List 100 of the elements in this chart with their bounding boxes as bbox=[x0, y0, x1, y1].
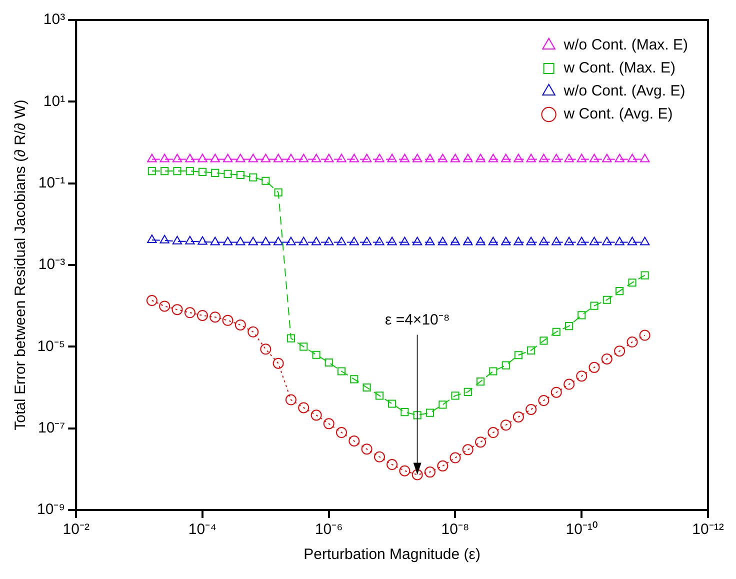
point bbox=[300, 342, 308, 351]
point bbox=[159, 300, 170, 312]
point bbox=[196, 310, 208, 321]
point bbox=[198, 236, 208, 245]
point bbox=[640, 154, 650, 162]
point bbox=[412, 469, 423, 480]
point bbox=[602, 296, 611, 304]
point bbox=[324, 154, 334, 162]
point bbox=[602, 236, 612, 246]
x-tick-label: 10⁻² bbox=[62, 521, 90, 538]
point bbox=[514, 236, 524, 246]
point bbox=[424, 466, 436, 478]
point bbox=[160, 234, 170, 244]
point bbox=[412, 236, 422, 246]
point bbox=[450, 452, 461, 464]
point bbox=[198, 168, 207, 176]
point bbox=[602, 154, 612, 162]
point bbox=[310, 410, 322, 421]
point bbox=[589, 236, 600, 246]
y-axis-title: Total Error between Residual Jacobians (∂ R/∂ W) bbox=[12, 100, 30, 430]
point bbox=[222, 236, 233, 246]
point bbox=[526, 236, 536, 246]
point bbox=[350, 375, 358, 384]
point bbox=[248, 236, 258, 246]
point bbox=[336, 236, 346, 246]
legend-label: w/o Cont. (Avg. E) bbox=[562, 82, 686, 100]
point bbox=[387, 236, 397, 246]
point bbox=[616, 287, 624, 296]
point bbox=[172, 304, 183, 316]
point bbox=[413, 411, 422, 420]
point bbox=[576, 370, 588, 382]
point bbox=[273, 236, 284, 246]
point bbox=[374, 451, 385, 462]
point bbox=[640, 236, 650, 246]
x-tick-label: 10⁻¹² bbox=[692, 521, 724, 538]
y-tick-label: 10⁻⁷ bbox=[38, 419, 66, 436]
point bbox=[462, 444, 474, 456]
point bbox=[589, 154, 600, 162]
point bbox=[362, 383, 371, 392]
point bbox=[387, 154, 397, 162]
point bbox=[388, 400, 396, 408]
point bbox=[627, 154, 638, 162]
point bbox=[488, 236, 498, 246]
point bbox=[172, 236, 182, 244]
point bbox=[184, 307, 196, 318]
point bbox=[550, 386, 562, 398]
point bbox=[463, 236, 473, 246]
x-axis-title: Perturbation Magnitude (ε) bbox=[304, 546, 480, 564]
point bbox=[590, 302, 598, 310]
point bbox=[526, 154, 536, 162]
point bbox=[236, 170, 244, 180]
point bbox=[527, 346, 536, 354]
point bbox=[476, 378, 485, 386]
point bbox=[272, 358, 284, 369]
point bbox=[286, 236, 296, 246]
point bbox=[198, 154, 208, 162]
point bbox=[489, 367, 498, 376]
point bbox=[565, 322, 574, 330]
point bbox=[234, 319, 246, 330]
point bbox=[526, 404, 537, 415]
y-tick-label: 10⁻¹ bbox=[38, 174, 66, 192]
point bbox=[324, 236, 334, 246]
point bbox=[639, 330, 650, 341]
point bbox=[362, 236, 372, 246]
legend-label: w Cont. (Avg. E) bbox=[562, 106, 673, 123]
annotation: ε =4×10⁻⁸ bbox=[384, 312, 450, 329]
point bbox=[324, 358, 333, 367]
point bbox=[437, 460, 448, 472]
point bbox=[399, 465, 410, 476]
point bbox=[514, 351, 522, 360]
point bbox=[538, 154, 549, 162]
point bbox=[538, 236, 549, 246]
point bbox=[374, 154, 384, 162]
point bbox=[361, 444, 372, 455]
point bbox=[627, 236, 638, 246]
point bbox=[500, 420, 512, 431]
point bbox=[564, 236, 574, 246]
point bbox=[626, 336, 638, 348]
point bbox=[160, 167, 169, 176]
point bbox=[349, 236, 359, 246]
y-tick-label: 10⁻³ bbox=[38, 256, 66, 274]
point bbox=[224, 170, 232, 178]
point bbox=[210, 236, 220, 246]
point bbox=[502, 361, 510, 370]
point bbox=[614, 236, 624, 246]
point bbox=[260, 154, 271, 162]
point bbox=[262, 176, 270, 185]
point bbox=[186, 167, 194, 176]
point bbox=[488, 154, 498, 162]
point bbox=[476, 154, 486, 162]
point bbox=[564, 154, 574, 162]
point bbox=[501, 236, 511, 246]
point bbox=[274, 188, 282, 196]
point bbox=[512, 411, 524, 422]
point bbox=[400, 236, 410, 246]
x-tick-label: 10⁻⁸ bbox=[441, 521, 470, 538]
point bbox=[185, 236, 195, 244]
point bbox=[552, 236, 562, 246]
point bbox=[362, 154, 372, 162]
point bbox=[147, 154, 157, 162]
